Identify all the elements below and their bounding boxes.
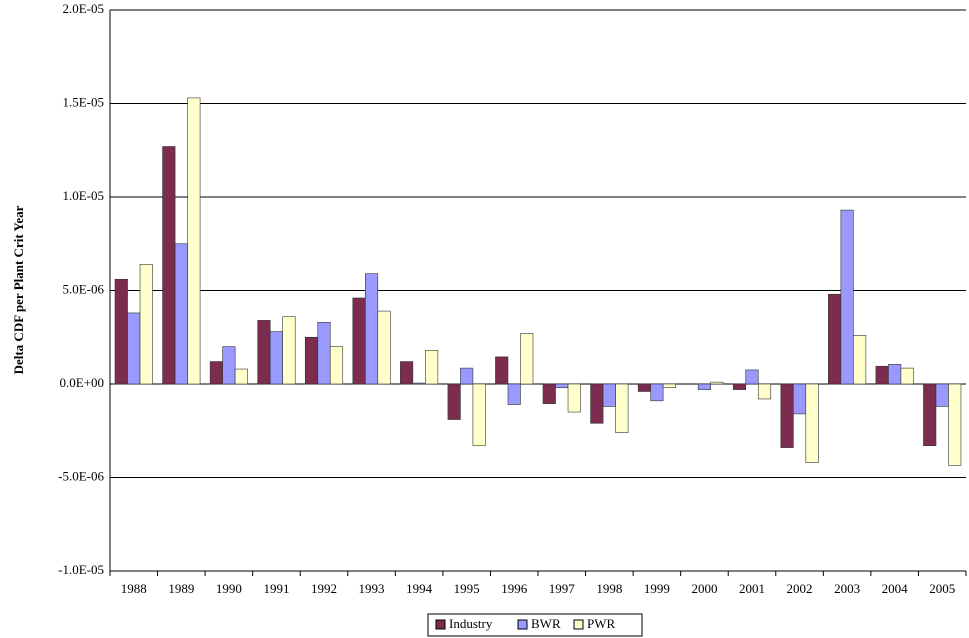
bar [352, 297, 366, 385]
bar [282, 316, 296, 385]
bar [840, 209, 854, 385]
bar [234, 368, 248, 385]
y-tick-label: -1.0E-05 [58, 562, 104, 577]
bar [127, 312, 141, 385]
x-tick-label: 1990 [216, 581, 242, 596]
legend-label: Industry [449, 616, 493, 631]
y-axis-label: Delta CDF per Plant Crit Year [11, 205, 26, 374]
bar [447, 383, 461, 420]
x-tick-label: 1995 [454, 581, 480, 596]
legend-swatch [517, 619, 528, 630]
bar [637, 383, 651, 392]
bar [425, 350, 439, 385]
bar [222, 346, 236, 385]
bar [697, 383, 711, 390]
bar [805, 383, 819, 463]
bar [377, 310, 391, 385]
y-tick-label: 1.0E-05 [62, 188, 104, 203]
bar [304, 336, 319, 385]
legend-label: PWR [587, 616, 616, 631]
bar [114, 278, 128, 385]
bar [174, 243, 188, 385]
bar [615, 383, 629, 433]
bar [948, 383, 962, 466]
bar [472, 383, 486, 447]
legend-swatch [435, 619, 446, 630]
y-tick-label: 5.0E-06 [62, 281, 104, 296]
bar [317, 321, 331, 385]
bar [520, 333, 534, 385]
bar [187, 97, 201, 385]
bar [162, 146, 176, 385]
x-tick-label: 2004 [882, 581, 909, 596]
bar [329, 346, 344, 385]
bar [555, 383, 569, 389]
x-tick-label: 1992 [311, 581, 337, 596]
bar [507, 383, 521, 405]
x-tick-label: 1988 [121, 581, 147, 596]
bar [269, 331, 283, 385]
bar [888, 364, 902, 385]
bar [875, 365, 889, 385]
legend-swatch [573, 619, 584, 630]
bar [602, 383, 616, 407]
legend-box [427, 613, 643, 637]
y-tick-label: -5.0E-06 [58, 468, 104, 483]
x-tick-label: 2005 [929, 581, 955, 596]
x-tick-label: 1998 [596, 581, 622, 596]
bar [757, 383, 772, 400]
bar [780, 383, 794, 448]
bar [853, 335, 867, 385]
bar [567, 383, 581, 413]
x-tick-label: 1999 [644, 581, 670, 596]
x-tick-label: 2001 [739, 581, 765, 596]
bar [460, 367, 474, 385]
bar [495, 356, 509, 385]
bar [650, 383, 664, 402]
bar [209, 361, 223, 385]
bar [412, 382, 426, 385]
bar [400, 361, 414, 385]
y-tick-label: 0.0E+00 [59, 375, 104, 390]
bar [923, 383, 937, 447]
y-tick-label: 2.0E-05 [62, 1, 104, 16]
bar [793, 383, 807, 415]
x-tick-label: 2002 [787, 581, 813, 596]
x-tick-label: 1993 [359, 581, 385, 596]
bar [710, 381, 724, 385]
bar [590, 383, 604, 424]
bar [542, 383, 556, 404]
bar [745, 369, 759, 385]
x-tick-label: 1991 [263, 581, 289, 596]
bar [365, 273, 379, 385]
x-tick-label: 1989 [168, 581, 194, 596]
x-tick-label: 1997 [549, 581, 576, 596]
x-tick-label: 1994 [406, 581, 433, 596]
bar [139, 264, 153, 385]
bar [900, 367, 914, 385]
bar [257, 320, 271, 385]
bar [662, 383, 676, 389]
x-tick-label: 2000 [691, 581, 717, 596]
y-tick-label: 1.5E-05 [62, 94, 104, 109]
x-tick-label: 1996 [501, 581, 528, 596]
legend-label: BWR [531, 616, 561, 631]
x-tick-label: 2003 [834, 581, 860, 596]
bar [935, 383, 949, 407]
bar [828, 293, 842, 385]
bar [732, 383, 747, 390]
